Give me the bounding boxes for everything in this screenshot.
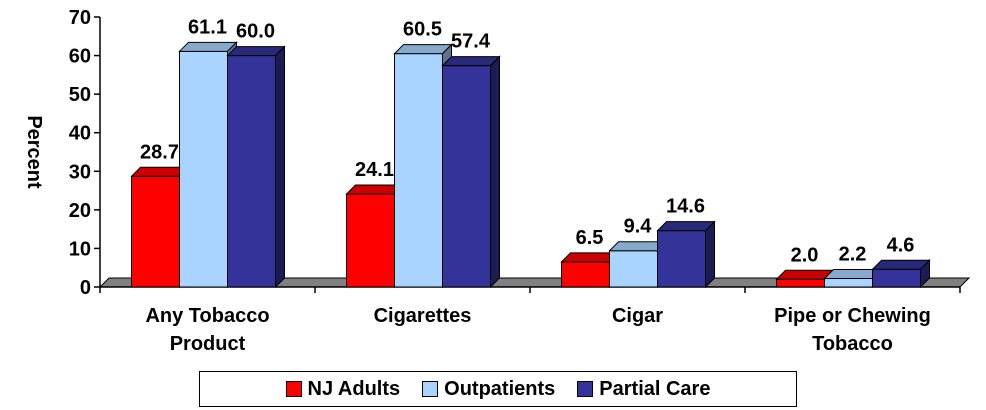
bar-front <box>776 278 825 288</box>
data-label: 2.2 <box>839 244 867 266</box>
x-tick-label-line: Any Tobacco <box>145 305 269 327</box>
legend-label-nj-adults: NJ Adults <box>307 377 401 400</box>
bar-front <box>179 50 228 288</box>
bar <box>656 220 716 289</box>
chart-legend: NJ Adults Outpatients Partial Care <box>199 371 797 407</box>
bar-front <box>346 193 395 288</box>
y-tick-label: 10 <box>69 238 91 260</box>
data-label: 2.0 <box>791 244 819 266</box>
y-tick-label: 0 <box>80 277 91 299</box>
legend-swatch-outpatients <box>422 381 439 397</box>
bar-top <box>871 259 931 270</box>
data-label: 61.1 <box>188 16 227 38</box>
bar-front <box>561 261 610 288</box>
bar-top <box>393 44 453 55</box>
bar-front <box>872 268 921 288</box>
data-label: 57.4 <box>451 31 491 53</box>
legend-label-partial-care: Partial Care <box>599 377 711 400</box>
bar-side <box>920 259 930 289</box>
data-label: 24.1 <box>355 159 394 181</box>
data-label: 9.4 <box>624 216 653 238</box>
bar-top <box>441 56 501 67</box>
bar-front <box>394 53 443 288</box>
x-tick-label: Cigar <box>612 305 663 327</box>
bar <box>871 259 931 289</box>
legend-label-outpatients: Outpatients <box>444 377 556 400</box>
bar-front <box>227 55 276 288</box>
x-tick-label-line: Tobacco <box>812 333 893 355</box>
chart-bars <box>130 41 931 289</box>
bar <box>226 45 286 289</box>
x-tick-label: Cigarettes <box>374 305 472 327</box>
bar-front <box>609 250 658 288</box>
x-tick-label-line: Cigar <box>612 305 663 327</box>
legend-item-nj-adults: NJ Adults <box>285 377 401 401</box>
bar-side <box>275 45 285 289</box>
x-tick-label-line: Cigarettes <box>374 305 472 327</box>
x-tick-label-line: Pipe or Chewing <box>774 305 931 327</box>
x-tick-label: Pipe or Chewing Tobacco <box>774 305 931 355</box>
x-tick-label: Any Tobacco Product <box>145 305 269 355</box>
bar <box>441 55 501 289</box>
y-tick-label: 60 <box>69 46 91 68</box>
y-axis-title: Percent <box>23 115 45 189</box>
y-tick-label: 20 <box>69 200 91 222</box>
bar-front <box>131 175 180 288</box>
bar-front <box>657 230 706 288</box>
data-label: 28.7 <box>140 141 179 163</box>
legend-item-outpatients: Outpatients <box>422 378 555 401</box>
y-tick-label: 30 <box>69 161 91 183</box>
bar-top <box>178 41 238 52</box>
y-tick-label: 50 <box>69 84 91 106</box>
data-label: 6.5 <box>576 227 604 249</box>
y-tick-label: 70 <box>69 7 91 29</box>
legend-swatch-partial-care <box>577 381 594 397</box>
chart-labels: Any Tobacco Product Cigarettes Cigar Pipe or… <box>140 16 931 355</box>
data-label: 60.0 <box>236 21 275 43</box>
bar-front <box>824 278 873 288</box>
bar-top <box>656 221 716 232</box>
data-label: 14.6 <box>666 196 705 218</box>
data-label: 60.5 <box>403 19 442 41</box>
data-label: 4.6 <box>887 234 915 256</box>
bar-side <box>705 220 715 289</box>
bar-front <box>442 65 491 288</box>
bar-top <box>226 46 286 57</box>
legend-item-partial-care: Partial Care <box>577 378 710 401</box>
bar-side <box>490 55 500 289</box>
legend-swatch-nj-adults <box>285 381 302 397</box>
x-tick-label-line: Product <box>170 333 246 355</box>
y-tick-label: 40 <box>69 123 91 145</box>
